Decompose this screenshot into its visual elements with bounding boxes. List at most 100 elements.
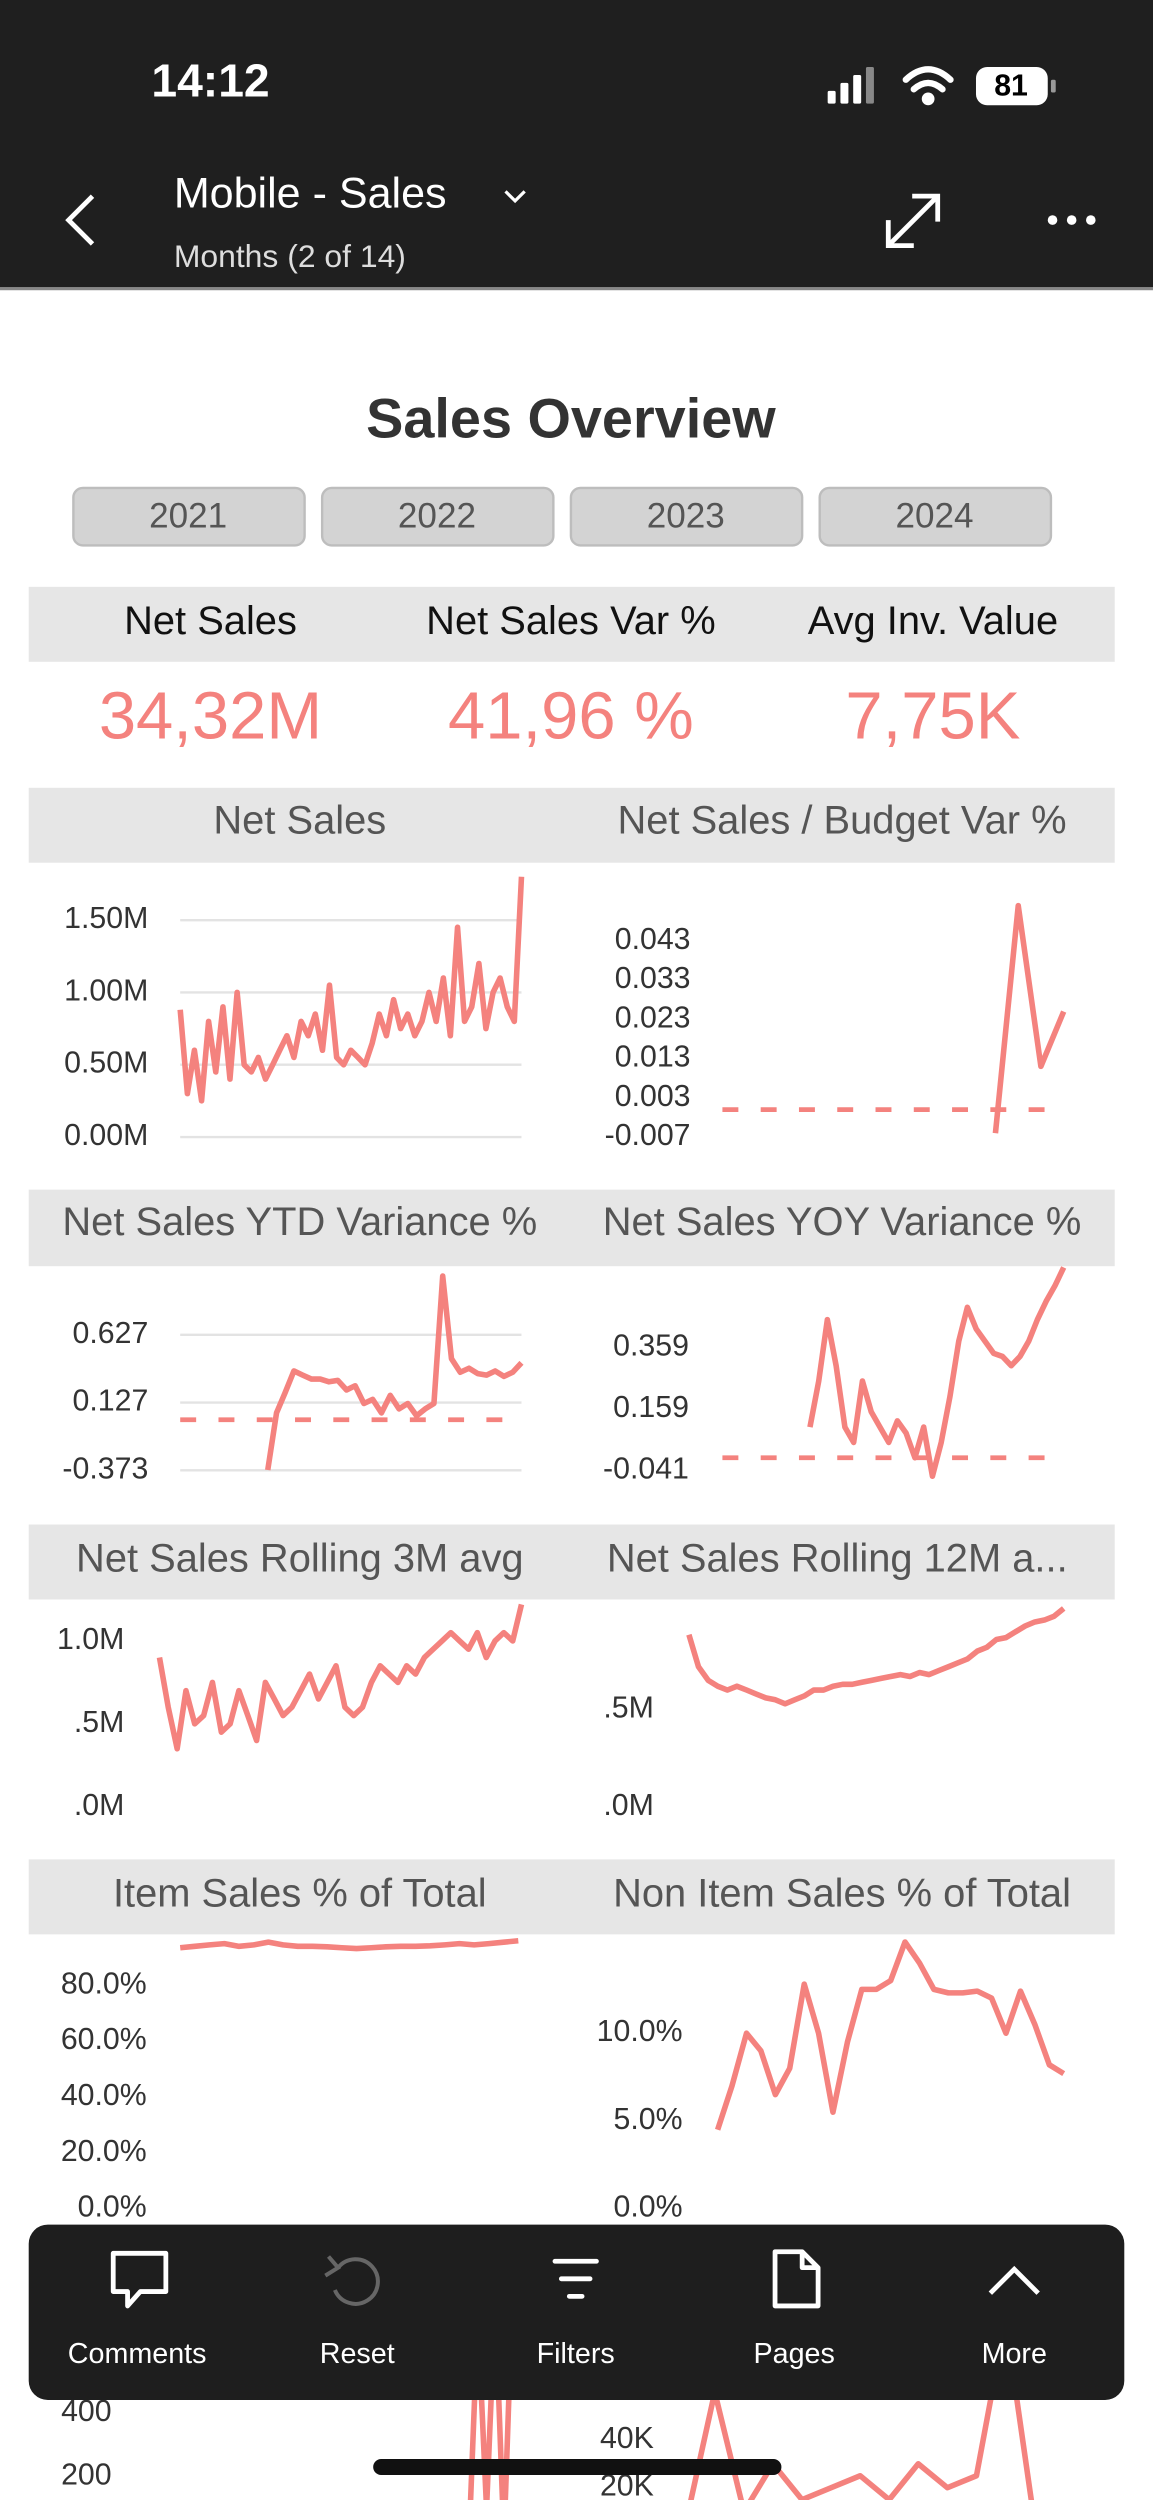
y-tick-label: 0.0% — [78, 2191, 147, 2224]
report-title[interactable]: Mobile - Sales — [174, 170, 447, 218]
year-slicer: 2021 2022 2023 2024 — [72, 486, 1053, 547]
filters-icon[interactable] — [552, 2258, 599, 2299]
y-tick-label: 1.0M — [57, 1623, 124, 1656]
y-tick-label: 0.033 — [615, 962, 691, 995]
y-tick-label: 0.043 — [615, 923, 691, 956]
year-button[interactable] — [72, 486, 306, 547]
y-tick-label: 200 — [61, 2459, 112, 2492]
year-button[interactable] — [818, 486, 1053, 547]
y-tick-label: .5M — [603, 1692, 653, 1725]
chart-title: Net Sales Rolling 3M avg — [76, 1537, 524, 1581]
toolbar-label[interactable]: Filters — [537, 2338, 615, 2370]
data-line — [156, 1603, 525, 1752]
kpi-value: 7,75K — [845, 678, 1020, 753]
y-tick-label: 0.127 — [73, 1385, 149, 1418]
title-dropdown[interactable] — [504, 190, 526, 204]
y-tick-label: -0.373 — [62, 1452, 148, 1485]
wifi-icon — [902, 66, 954, 106]
more-icon[interactable] — [988, 2265, 1040, 2295]
expand-button[interactable] — [885, 193, 941, 248]
y-tick-label: 5.0% — [614, 2103, 683, 2136]
y-tick-label: .5M — [74, 1706, 124, 1739]
kpi-header-bg — [28, 586, 1115, 662]
toolbar-label[interactable]: Comments — [68, 2338, 207, 2370]
chart-title: Item Sales % of Total — [113, 1872, 487, 1916]
y-tick-label: 0.50M — [64, 1047, 148, 1080]
home-indicator — [373, 2459, 782, 2475]
kpi-value: 41,96 % — [448, 678, 694, 753]
y-tick-label: -0.041 — [603, 1452, 689, 1485]
page-indicator: Months (2 of 14) — [174, 238, 406, 274]
data-line — [686, 1606, 1066, 1707]
reset-icon[interactable] — [324, 2255, 380, 2306]
kpi-label: Net Sales — [124, 599, 297, 643]
mini-chart: Net Sales Rolling 12M a... .0M .5M — [603, 1537, 1067, 1822]
battery-tip — [1050, 79, 1056, 93]
mini-chart: Net Sales YOY Variance % -0.041 0.159 0.359 — [603, 1200, 1082, 1485]
y-tick-label: 40K — [600, 2422, 654, 2455]
y-tick-label: 10.0% — [597, 2015, 683, 2048]
charts: Net Sales 0.00M 0.50M 1.00M 1.50M Net Sales /… — [57, 798, 1081, 2500]
chart-title: Non Item Sales % of Total — [613, 1872, 1071, 1916]
chart-title: Net Sales YTD Variance % — [62, 1200, 537, 1244]
mini-chart: Net Sales YTD Variance % -0.373 0.127 0.627 — [62, 1200, 537, 1485]
header-bg — [0, 0, 1153, 289]
mini-chart: Net Sales 0.00M 0.50M 1.00M 1.50M — [64, 798, 525, 1152]
kpi-value: 34,32M — [99, 678, 322, 753]
year-button-label[interactable]: 2021 — [149, 497, 227, 536]
signal-icon — [827, 66, 874, 104]
y-tick-label: 0.359 — [613, 1330, 689, 1363]
mini-chart: Item Sales % of Total 0.0% 20.0% 40.0% 60.0%… — [61, 1872, 519, 2224]
y-tick-label: 400 — [61, 2395, 112, 2428]
data-line — [264, 1273, 524, 1471]
header-border — [0, 287, 1153, 291]
chart-title: Net Sales / Budget Var % — [618, 798, 1067, 842]
year-button-label[interactable]: 2023 — [647, 497, 725, 536]
toolbar-label[interactable]: Pages — [754, 2338, 835, 2370]
year-button[interactable] — [569, 486, 804, 547]
toolbar-label[interactable]: Reset — [320, 2338, 395, 2370]
battery — [975, 66, 1048, 106]
y-tick-label: 40.0% — [61, 2079, 147, 2112]
y-tick-label: 0.023 — [615, 1001, 691, 1034]
y-tick-label: 0.003 — [615, 1080, 691, 1113]
y-tick-label: .0M — [74, 1789, 124, 1822]
chart-header-bg — [28, 1859, 1115, 1935]
kpi-label: Avg Inv. Value — [808, 599, 1058, 643]
year-button-label[interactable]: 2024 — [895, 497, 973, 536]
data-line — [177, 876, 525, 1104]
kpis: Net Sales 34,32M Net Sales Var % 41,96 % Avg… — [99, 599, 1058, 753]
data-line — [807, 1266, 1067, 1479]
toolbar-labels: Comments Reset Filters Pages More — [68, 2338, 1047, 2370]
data-line — [714, 1939, 1066, 2131]
y-tick-label: 20.0% — [61, 2135, 147, 2168]
mini-chart: Non Item Sales % of Total 0.0% 5.0% 10.0% — [597, 1872, 1071, 2224]
page-title: Sales Overview — [366, 386, 776, 449]
chart-header-bg — [28, 1189, 1115, 1267]
y-tick-label: 1.00M — [64, 974, 148, 1007]
kpi-label: Net Sales Var % — [426, 599, 715, 643]
year-button-label[interactable]: 2022 — [398, 497, 476, 536]
clock: 14:12 — [151, 55, 269, 107]
y-tick-label: 80.0% — [61, 1967, 147, 2000]
more-options[interactable] — [1047, 215, 1096, 225]
y-tick-label: 60.0% — [61, 2023, 147, 2056]
chart-header-bg — [28, 1524, 1115, 1600]
toolbar-label[interactable]: More — [982, 2338, 1047, 2370]
y-tick-label: 0.013 — [615, 1041, 691, 1074]
data-line — [992, 902, 1067, 1134]
comments-icon[interactable] — [110, 2250, 169, 2309]
y-tick-label: 0.159 — [613, 1391, 689, 1424]
y-tick-label: 0.627 — [73, 1317, 149, 1350]
pages-icon[interactable] — [772, 2249, 821, 2309]
y-tick-label: 1.50M — [64, 902, 148, 935]
chart-header-bg — [28, 787, 1115, 863]
year-button[interactable] — [320, 486, 555, 547]
chart-title: Net Sales YOY Variance % — [603, 1200, 1082, 1244]
mini-chart: Net Sales / Budget Var % -0.007 0.003 0.013… — [605, 798, 1067, 1152]
data-line — [688, 2317, 1035, 2500]
toolbar — [28, 2224, 1125, 2401]
back-button[interactable] — [65, 194, 95, 246]
